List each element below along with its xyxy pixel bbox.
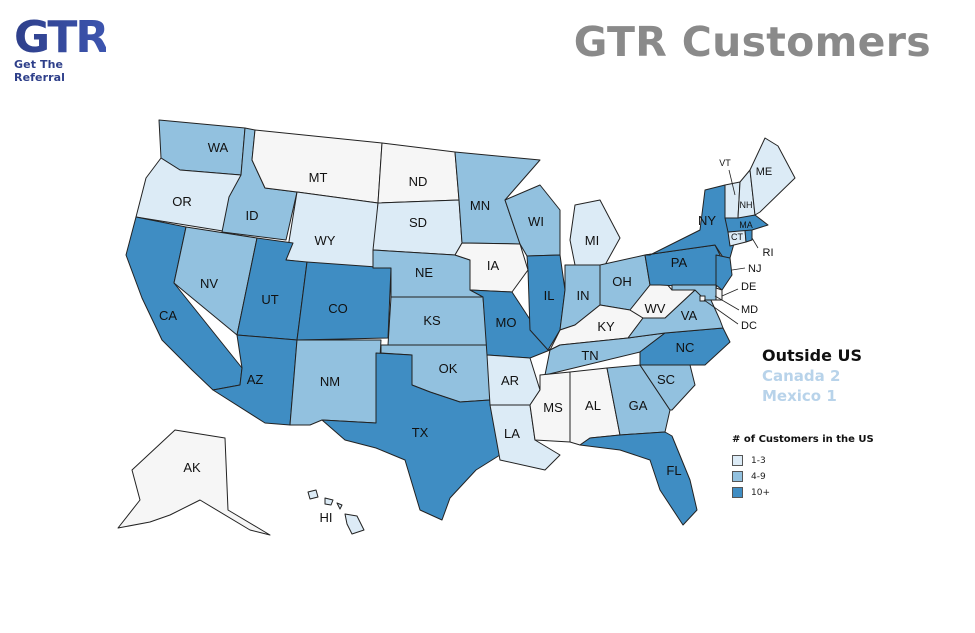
- label-id: ID: [246, 208, 259, 223]
- label-nj: NJ: [748, 263, 761, 275]
- state-tx[interactable]: [321, 352, 501, 521]
- label-mn: MN: [470, 198, 490, 213]
- label-ga: GA: [629, 398, 648, 413]
- label-sd: SD: [409, 215, 427, 230]
- label-me: ME: [756, 166, 773, 178]
- label-nm: NM: [320, 374, 340, 389]
- legend-label-mid: 4-9: [751, 471, 766, 482]
- label-in: IN: [577, 288, 590, 303]
- label-wa: WA: [208, 140, 229, 155]
- label-az: AZ: [247, 372, 264, 387]
- state-il[interactable]: [526, 254, 566, 351]
- label-ms: MS: [543, 400, 563, 415]
- label-ar: AR: [501, 373, 519, 388]
- state-fl[interactable]: [579, 431, 698, 526]
- outside-us-title: Outside US: [762, 346, 863, 365]
- state-labels: WA OR CA ID NV MT WY UT AZ CO NM ND SD N…: [159, 140, 774, 525]
- legend-swatch-low: [732, 455, 743, 466]
- state-vt[interactable]: [724, 181, 741, 219]
- label-ri: RI: [763, 247, 774, 259]
- legend-title: # of Customers in the US: [732, 434, 874, 445]
- state-nd[interactable]: [377, 142, 460, 204]
- label-wy: WY: [315, 233, 336, 248]
- label-tn: TN: [581, 348, 598, 363]
- label-nh: NH: [740, 200, 753, 210]
- label-nc: NC: [676, 340, 695, 355]
- gtr-logo: GTR Get The Referral: [14, 14, 114, 84]
- label-ct: CT: [731, 232, 743, 242]
- label-al: AL: [585, 398, 601, 413]
- label-ia: IA: [487, 258, 500, 273]
- legend-label-low: 1-3: [751, 455, 766, 466]
- label-sc: SC: [657, 372, 675, 387]
- label-md: MD: [741, 304, 758, 316]
- label-dc: DC: [741, 320, 757, 332]
- state-hi[interactable]: [307, 489, 365, 535]
- label-tx: TX: [412, 425, 429, 440]
- label-mt: MT: [309, 170, 328, 185]
- label-or: OR: [172, 194, 192, 209]
- label-la: LA: [504, 426, 520, 441]
- state-ga[interactable]: [606, 364, 671, 436]
- label-ky: KY: [597, 319, 615, 334]
- label-ny: NY: [698, 213, 716, 228]
- label-nd: ND: [409, 174, 428, 189]
- logo-tagline: Get The Referral: [14, 58, 66, 84]
- state-ri[interactable]: [744, 229, 753, 243]
- label-ma: MA: [739, 220, 753, 230]
- label-ks: KS: [423, 313, 441, 328]
- state-ak[interactable]: [117, 429, 271, 536]
- legend-swatch-mid: [732, 471, 743, 482]
- label-mo: MO: [496, 315, 517, 330]
- logo-mark: GTR: [14, 14, 106, 56]
- page-title: GTR Customers: [573, 18, 931, 66]
- label-co: CO: [328, 301, 348, 316]
- legend-label-high: 10+: [751, 487, 770, 498]
- legend-swatch-high: [732, 487, 743, 498]
- label-ut: UT: [261, 292, 278, 307]
- label-ca: CA: [159, 308, 177, 323]
- label-mi: MI: [585, 233, 599, 248]
- state-me[interactable]: [749, 137, 796, 216]
- label-ak: AK: [183, 460, 201, 475]
- label-oh: OH: [612, 274, 632, 289]
- outside-us-panel: Outside US Canada 2 Mexico 1: [762, 346, 862, 405]
- label-nv: NV: [200, 276, 218, 291]
- legend-item-low: 1-3: [732, 455, 874, 466]
- logo-text: GTR: [14, 14, 106, 56]
- state-wy[interactable]: [285, 191, 379, 271]
- outside-us-canada: Canada 2: [762, 367, 841, 385]
- label-wi: WI: [528, 214, 544, 229]
- label-de: DE: [741, 281, 756, 293]
- label-ne: NE: [415, 265, 433, 280]
- leader-lines: [703, 169, 759, 325]
- legend-item-high: 10+: [732, 487, 874, 498]
- label-pa: PA: [671, 255, 688, 270]
- label-wv: WV: [645, 301, 666, 316]
- outside-us-mexico: Mexico 1: [762, 387, 837, 405]
- legend-item-mid: 4-9: [732, 471, 874, 482]
- label-vt: VT: [719, 158, 731, 168]
- map-legend: # of Customers in the US 1-3 4-9 10+: [732, 434, 874, 503]
- label-hi: HI: [320, 510, 333, 525]
- state-nj[interactable]: [715, 254, 733, 291]
- label-va: VA: [681, 308, 698, 323]
- label-fl: FL: [666, 463, 681, 478]
- label-il: IL: [544, 288, 555, 303]
- label-ok: OK: [439, 361, 458, 376]
